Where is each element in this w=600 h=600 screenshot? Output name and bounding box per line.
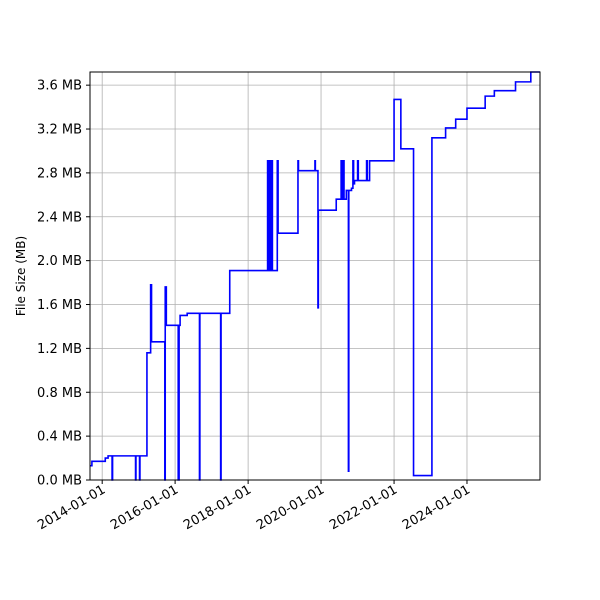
x-tick-label: 2016-01-01 xyxy=(108,482,181,533)
y-axis-label: File Size (MB) xyxy=(14,236,28,316)
y-tick-label: 2.0 MB xyxy=(37,254,82,269)
plot-frame xyxy=(89,71,541,481)
x-tick-label: 2018-01-01 xyxy=(181,482,254,533)
y-tick-label: 1.6 MB xyxy=(37,298,82,313)
y-tick-label: 3.2 MB xyxy=(37,123,82,138)
y-axis: 0.0 MB 0.4 MB 0.8 MB 1.2 MB 1.6 MB 2.0 MB 2.4 … xyxy=(37,79,90,489)
x-tick-label: 2024-01-01 xyxy=(400,482,473,533)
x-tick-label: 2022-01-01 xyxy=(327,482,400,533)
y-tick-label: 1.2 MB xyxy=(37,342,82,357)
x-tick-label: 2014-01-01 xyxy=(35,482,108,533)
y-tick-label: 2.4 MB xyxy=(37,210,82,225)
y-tick-label: 3.6 MB xyxy=(37,79,82,94)
y-tick-label: 0.0 MB xyxy=(37,474,82,489)
file-size-series-line xyxy=(90,71,540,481)
grid-lines xyxy=(90,72,540,481)
x-axis: 2014-01-01 2016-01-01 2018-01-01 2020-01-01… xyxy=(35,480,473,533)
y-tick-label: 0.8 MB xyxy=(37,386,82,401)
x-tick-label: 2020-01-01 xyxy=(254,482,327,533)
y-tick-label: 0.4 MB xyxy=(37,430,82,445)
series-layer xyxy=(90,71,540,481)
y-tick-label: 2.8 MB xyxy=(37,166,82,181)
